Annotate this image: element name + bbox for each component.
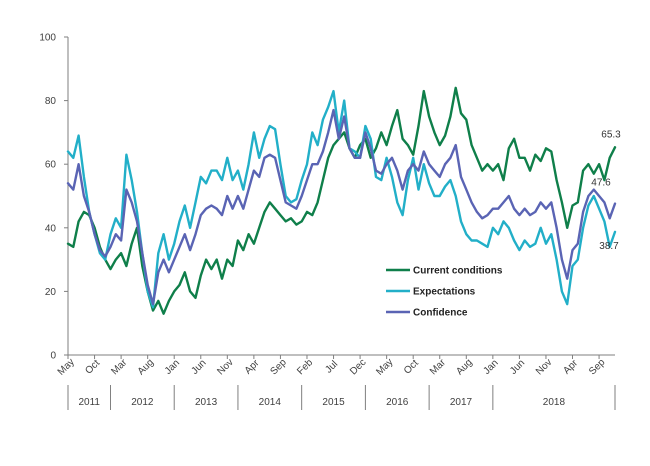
legend-label: Expectations (413, 287, 476, 298)
x-tick-label: Oct (83, 358, 102, 377)
x-tick-label: Apr (561, 357, 580, 376)
x-tick-label: Jan (163, 358, 182, 377)
x-axis-year-groups: 2011 2012 2013 2014 2015 2016 2017 2018 (67, 385, 616, 410)
legend-label: Current conditions (413, 266, 503, 277)
year-label: 2018 (543, 397, 566, 408)
series-line-confidence (66, 108, 617, 306)
year-label: 2014 (259, 397, 282, 408)
x-tick-label: Jan (481, 358, 500, 377)
y-tick-label: 40 (45, 223, 57, 234)
x-tick-label: Aug (136, 357, 156, 377)
legend-label: Confidence (413, 308, 468, 319)
year-label: 2012 (131, 397, 154, 408)
series-lines (66, 86, 617, 315)
x-tick-label: Nov (215, 357, 235, 377)
x-tick-label: Aug (454, 357, 474, 377)
legend: Current conditions Expectations Confidence (386, 266, 503, 319)
year-label: 2017 (450, 397, 473, 408)
x-tick-label: May (374, 357, 395, 378)
x-tick-label: Jun (508, 358, 527, 377)
y-tick-label: 100 (39, 33, 56, 44)
x-tick-label: Feb (295, 357, 315, 377)
x-tick-label: Sep (268, 357, 289, 378)
x-tick-label: Sep (587, 357, 608, 378)
x-tick-label: Jul (323, 359, 340, 376)
year-label: 2013 (195, 397, 218, 408)
y-tick-label: 0 (50, 351, 56, 362)
x-tick-label: Dec (348, 357, 368, 377)
y-tick-label: 60 (45, 160, 57, 171)
year-label: 2016 (386, 397, 409, 408)
x-tick-label: May (56, 357, 77, 378)
end-value-label: 38.7 (599, 241, 619, 252)
series-line-expectations (66, 89, 617, 309)
end-value-labels: 65.3 38.7 47.6 (591, 129, 621, 252)
year-label: 2015 (322, 397, 345, 408)
end-value-label: 65.3 (601, 129, 621, 140)
year-label: 2011 (78, 397, 100, 408)
x-tick-label: Mar (428, 357, 448, 377)
x-tick-label: Mar (109, 357, 129, 377)
x-tick-label: Apr (243, 357, 262, 376)
x-tick-label: Jun (189, 358, 208, 377)
x-tick-label: Oct (402, 358, 421, 377)
y-axis-ticks: 0 20 40 60 80 100 (39, 33, 68, 362)
y-tick-label: 80 (45, 96, 57, 107)
y-tick-label: 20 (45, 287, 57, 298)
x-axis-month-ticks: May Oct Mar Aug Jan Jun Nov Apr Sep Feb Jul Dec May O… (56, 355, 608, 378)
x-tick-label: Nov (534, 357, 554, 377)
axes (67, 37, 615, 356)
end-value-label: 47.6 (591, 178, 611, 189)
series-line-current-conditions (66, 86, 617, 315)
